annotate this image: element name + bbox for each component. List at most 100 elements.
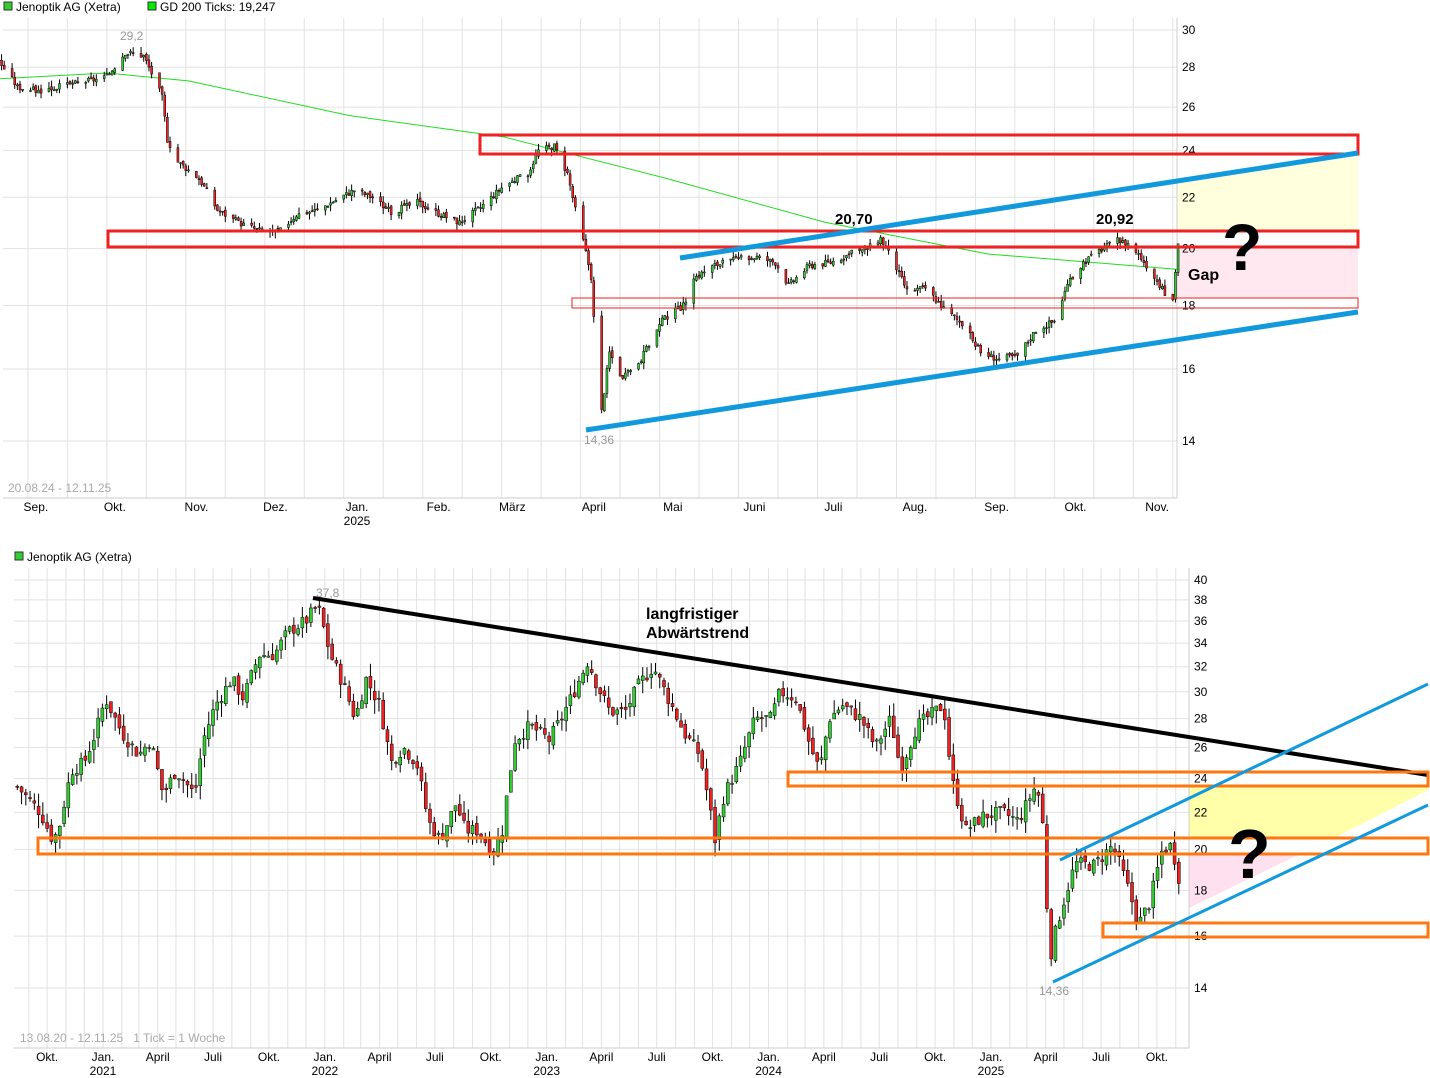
candle: [143, 746, 147, 756]
candle: [474, 207, 477, 211]
top-gap-zone: [1177, 247, 1358, 298]
candle: [313, 209, 317, 212]
candle: [1063, 291, 1067, 300]
candle: [197, 178, 201, 180]
candle: [295, 216, 298, 221]
candle: [792, 280, 796, 283]
candle: [645, 346, 648, 352]
candle: [543, 728, 547, 735]
candle: [387, 206, 390, 209]
candle: [917, 718, 922, 741]
support-zone-18: [571, 297, 1359, 309]
candle: [368, 676, 373, 689]
candle: [211, 709, 215, 726]
candle: [1079, 857, 1083, 863]
candle: [317, 605, 322, 608]
candle: [326, 623, 330, 647]
candle: [704, 768, 709, 791]
candle: [147, 59, 151, 68]
candle: [445, 212, 448, 219]
candle: [1155, 279, 1159, 282]
candle: [529, 169, 532, 176]
candle: [218, 210, 222, 213]
x-tick-label: Juli: [204, 1050, 222, 1064]
candle: [416, 199, 419, 207]
candle: [700, 750, 705, 769]
y-tick-label: 32: [1194, 660, 1208, 674]
candle: [802, 707, 807, 730]
candle: [876, 242, 880, 246]
candle: [202, 183, 206, 187]
y-tick-label: 30: [1182, 23, 1196, 37]
candle: [811, 737, 815, 754]
candle: [1013, 353, 1017, 356]
candle: [353, 190, 356, 193]
candle: [1016, 352, 1019, 356]
x-tick-label: Jan.: [346, 500, 369, 514]
bottom-lower-trend-line: [1052, 803, 1429, 984]
candle: [308, 211, 311, 214]
candle: [676, 306, 680, 309]
candle: [398, 756, 402, 766]
candle: [1083, 855, 1087, 862]
zone-24: [786, 770, 1430, 788]
x-tick-label: April: [1034, 1050, 1058, 1064]
candle: [1057, 920, 1062, 929]
candle: [953, 314, 956, 317]
candle: [513, 743, 517, 771]
candle: [777, 688, 781, 703]
candle: [389, 205, 393, 215]
candle: [905, 286, 909, 290]
candle: [1176, 243, 1180, 273]
candle: [150, 65, 153, 75]
candle: [930, 707, 934, 718]
candle: [666, 316, 669, 320]
candle: [1019, 818, 1024, 821]
candle: [900, 756, 905, 773]
top-chart-grid: [3, 18, 1177, 498]
candle: [819, 757, 824, 761]
candle: [74, 80, 77, 84]
candle: [657, 674, 662, 678]
candle: [526, 175, 530, 178]
candle: [679, 720, 683, 728]
candle: [1008, 353, 1011, 356]
downtrend-label-1: langfristiger: [646, 606, 738, 623]
candle: [145, 54, 148, 61]
candle: [32, 800, 37, 804]
candle: [1139, 253, 1143, 260]
candle: [124, 54, 127, 59]
candle: [684, 301, 688, 305]
candle: [200, 177, 203, 185]
candle: [563, 150, 567, 171]
x-tick-year: 2025: [978, 1064, 1005, 1078]
candle: [371, 196, 374, 199]
candle: [1153, 268, 1156, 279]
candle: [750, 258, 753, 260]
bottom-yellow-zone: [1189, 786, 1428, 838]
x-tick-label: Jan.: [314, 1050, 337, 1064]
candle: [134, 746, 139, 757]
y-tick-label: 22: [1194, 805, 1208, 819]
y-tick-label: 22: [1182, 190, 1196, 204]
y-tick-label: 34: [1194, 636, 1208, 650]
candle: [997, 358, 1001, 361]
candle: [513, 181, 517, 183]
candle: [674, 308, 677, 319]
candle: [300, 617, 305, 629]
candle: [824, 260, 827, 267]
candle: [164, 787, 168, 790]
candle: [221, 210, 224, 213]
candle: [555, 143, 559, 151]
y-tick-label: 38: [1194, 593, 1208, 607]
candle: [1011, 816, 1015, 818]
candle: [381, 201, 385, 209]
candle: [737, 257, 740, 259]
candle: [794, 701, 798, 704]
candle: [202, 735, 207, 756]
bottom-low-label: 14,36: [1039, 984, 1069, 998]
candle: [611, 707, 615, 716]
candle: [896, 734, 900, 758]
candle: [921, 713, 926, 720]
candle: [1108, 241, 1111, 244]
